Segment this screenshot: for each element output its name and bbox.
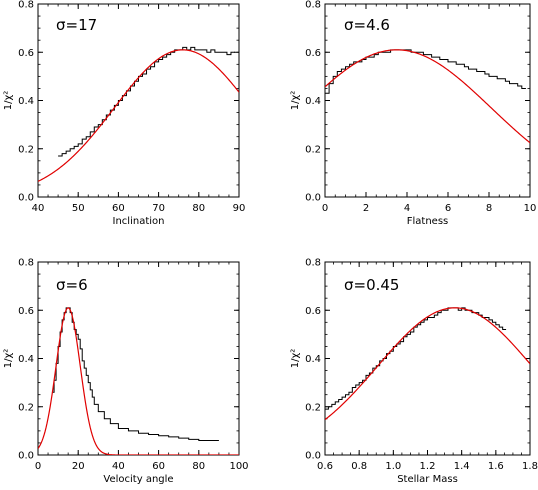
histogram-step-line bbox=[58, 46, 235, 157]
x-tick-label: 1.8 bbox=[522, 461, 538, 472]
x-tick-label: 90 bbox=[233, 203, 246, 214]
y-tick-label: 0.0 bbox=[305, 451, 321, 462]
panel-inclination: σ=17 0.0 0.2 0.4 0.6 0.8 40 50 60 70 80 90 Inclinat… bbox=[3, 0, 245, 227]
x-tick-label: 80 bbox=[192, 203, 205, 214]
x-tick-label: 0 bbox=[322, 203, 328, 214]
gaussian-fit-curve bbox=[38, 307, 239, 455]
x-axis-label: Velocity angle bbox=[103, 474, 173, 485]
x-tick-label: 70 bbox=[152, 203, 165, 214]
x-tick-label: 0.8 bbox=[351, 461, 367, 472]
sigma-annotation: σ=0.45 bbox=[344, 276, 399, 294]
histogram-step-line bbox=[52, 307, 219, 442]
y-axis-label: 1/χ² bbox=[290, 349, 301, 369]
x-tick-label: 60 bbox=[112, 203, 125, 214]
x-tick-label: 2 bbox=[363, 203, 369, 214]
y-tick-label: 0.8 bbox=[18, 258, 34, 269]
y-tick-label: 0.8 bbox=[18, 0, 34, 11]
sigma-annotation: σ=17 bbox=[56, 16, 97, 34]
x-tick-label: 4 bbox=[404, 203, 410, 214]
x-tick-label: 6 bbox=[445, 203, 451, 214]
y-tick-label: 0.6 bbox=[18, 48, 34, 59]
y-axis-label: 1/χ² bbox=[3, 91, 14, 111]
sigma-annotation: σ=6 bbox=[56, 276, 88, 294]
y-tick-label: 0.4 bbox=[305, 354, 321, 365]
x-tick-label: 1.0 bbox=[385, 461, 401, 472]
y-tick-label: 0.6 bbox=[305, 48, 321, 59]
y-tick-label: 0.0 bbox=[18, 451, 34, 462]
x-tick-label: 1.4 bbox=[454, 461, 470, 472]
y-axis-label: 1/χ² bbox=[3, 349, 14, 369]
x-axis-label: Stellar Mass bbox=[397, 474, 458, 485]
y-tick-label: 0.8 bbox=[305, 0, 321, 11]
x-tick-label: 8 bbox=[486, 203, 492, 214]
y-tick-label: 0.2 bbox=[18, 144, 34, 155]
y-tick-label: 0.6 bbox=[18, 306, 34, 317]
x-axis-label: Flatness bbox=[407, 216, 449, 227]
y-tick-label: 0.0 bbox=[18, 193, 34, 204]
y-tick-label: 0.4 bbox=[18, 96, 34, 107]
sigma-annotation: σ=4.6 bbox=[344, 16, 390, 34]
x-axis-label: Inclination bbox=[113, 216, 165, 227]
y-tick-label: 0.0 bbox=[305, 193, 321, 204]
panel-velocity-angle: σ=6 0.0 0.2 0.4 0.6 0.8 0 20 40 60 80 100 Velocity … bbox=[3, 258, 249, 486]
x-tick-label: 60 bbox=[152, 461, 165, 472]
y-tick-label: 0.6 bbox=[305, 306, 321, 317]
x-tick-label: 80 bbox=[192, 461, 205, 472]
y-tick-label: 0.2 bbox=[18, 402, 34, 413]
x-tick-label: 0.6 bbox=[317, 461, 333, 472]
y-tick-label: 0.8 bbox=[305, 258, 321, 269]
x-tick-label: 10 bbox=[524, 203, 537, 214]
x-tick-label: 1.2 bbox=[420, 461, 436, 472]
x-tick-label: 50 bbox=[72, 203, 85, 214]
panel-flatness: σ=4.6 0.0 0.2 0.4 0.6 0.8 0 2 4 6 8 10 Flatness 1/χ² bbox=[290, 0, 536, 227]
y-tick-label: 0.4 bbox=[18, 354, 34, 365]
x-tick-label: 1.6 bbox=[488, 461, 504, 472]
y-tick-label: 0.2 bbox=[305, 144, 321, 155]
x-tick-label: 100 bbox=[229, 461, 248, 472]
panel-stellar-mass: σ=0.45 0.0 0.2 0.4 0.6 0.8 0.6 0.8 1.0 1.2 1.4 1.6… bbox=[290, 258, 538, 486]
x-tick-label: 0 bbox=[35, 461, 41, 472]
gaussian-fit-curve bbox=[38, 49, 239, 182]
y-tick-label: 0.2 bbox=[305, 402, 321, 413]
y-tick-label: 0.4 bbox=[305, 96, 321, 107]
x-tick-label: 40 bbox=[32, 203, 45, 214]
gaussian-fit-curve bbox=[325, 49, 530, 144]
x-tick-label: 20 bbox=[72, 461, 85, 472]
x-tick-label: 40 bbox=[112, 461, 125, 472]
y-axis-label: 1/χ² bbox=[290, 91, 301, 111]
gaussian-fit-curve bbox=[325, 307, 530, 421]
